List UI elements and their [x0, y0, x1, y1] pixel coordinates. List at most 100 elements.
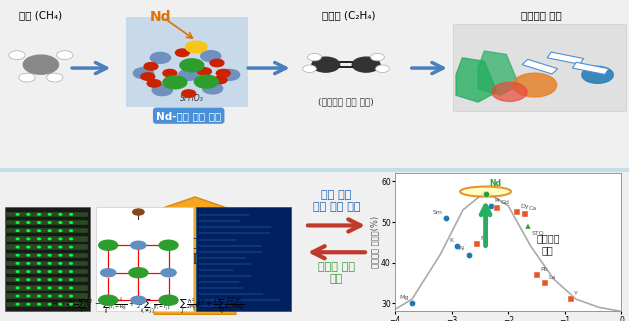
Bar: [6, 228, 88, 233]
Text: K: K: [450, 238, 454, 243]
Circle shape: [48, 295, 51, 297]
Text: Y: Y: [574, 291, 578, 296]
Circle shape: [216, 69, 230, 77]
Circle shape: [27, 214, 30, 215]
Circle shape: [38, 222, 40, 223]
Circle shape: [38, 295, 40, 297]
Bar: [522, 59, 558, 74]
Circle shape: [203, 83, 223, 94]
Circle shape: [16, 295, 19, 297]
Bar: [126, 17, 248, 107]
Circle shape: [59, 255, 62, 256]
Circle shape: [99, 295, 118, 305]
Bar: [6, 285, 88, 291]
Circle shape: [27, 230, 30, 231]
Circle shape: [213, 76, 227, 84]
Circle shape: [48, 263, 51, 264]
Circle shape: [129, 268, 148, 278]
Polygon shape: [456, 58, 497, 102]
Circle shape: [70, 230, 72, 231]
Circle shape: [175, 49, 189, 56]
Circle shape: [210, 59, 224, 67]
Circle shape: [150, 52, 170, 63]
Circle shape: [59, 230, 62, 231]
Polygon shape: [478, 51, 519, 95]
Circle shape: [38, 303, 40, 305]
Circle shape: [308, 53, 321, 61]
Circle shape: [59, 263, 62, 264]
FancyArrow shape: [142, 197, 248, 314]
Circle shape: [159, 240, 178, 250]
Circle shape: [376, 65, 389, 73]
Bar: [6, 244, 88, 250]
Circle shape: [16, 271, 19, 272]
Circle shape: [38, 263, 40, 264]
Circle shape: [16, 246, 19, 248]
Circle shape: [131, 296, 146, 304]
Circle shape: [48, 222, 51, 223]
Circle shape: [27, 279, 30, 281]
Text: Nd-쳊가 최적 촉매: Nd-쳊가 최적 촉매: [156, 111, 221, 121]
Circle shape: [163, 69, 177, 77]
Text: (석유화학 핵심 원료): (석유화학 핵심 원료): [318, 98, 374, 107]
Text: 실험을 통한
검증: 실험을 통한 검증: [318, 262, 355, 284]
Circle shape: [27, 271, 30, 272]
Circle shape: [59, 246, 62, 248]
Circle shape: [312, 57, 340, 72]
Circle shape: [16, 255, 19, 256]
Circle shape: [27, 238, 30, 240]
Circle shape: [16, 214, 19, 215]
Circle shape: [16, 263, 19, 264]
Circle shape: [23, 55, 58, 74]
Bar: [6, 261, 88, 266]
Text: Nd: Nd: [489, 178, 501, 187]
Circle shape: [38, 255, 40, 256]
Circle shape: [16, 230, 19, 231]
Circle shape: [161, 269, 176, 277]
Circle shape: [303, 65, 316, 73]
Circle shape: [133, 209, 144, 215]
Circle shape: [38, 287, 40, 289]
Circle shape: [70, 263, 72, 264]
Circle shape: [99, 240, 118, 250]
Bar: [6, 220, 88, 225]
Circle shape: [16, 303, 19, 305]
Circle shape: [147, 80, 161, 87]
Circle shape: [48, 238, 51, 240]
Circle shape: [163, 76, 187, 89]
Circle shape: [27, 303, 30, 305]
Circle shape: [492, 82, 527, 101]
Y-axis label: 탄화수소 선택도(%): 탄화수소 선택도(%): [370, 216, 380, 268]
Bar: [6, 253, 88, 258]
Text: Ca: Ca: [528, 206, 537, 211]
Circle shape: [70, 238, 72, 240]
Circle shape: [182, 90, 196, 97]
Circle shape: [16, 238, 19, 240]
Circle shape: [9, 51, 25, 60]
Circle shape: [16, 279, 19, 281]
Circle shape: [48, 246, 51, 248]
Text: SrTiO₃: SrTiO₃: [180, 94, 204, 103]
Circle shape: [194, 75, 218, 88]
Circle shape: [48, 279, 51, 281]
Circle shape: [38, 230, 40, 231]
Circle shape: [38, 214, 40, 215]
Bar: [6, 236, 88, 242]
Circle shape: [70, 214, 72, 215]
Circle shape: [70, 255, 72, 256]
Circle shape: [133, 68, 153, 79]
Circle shape: [141, 73, 155, 80]
Circle shape: [179, 69, 199, 80]
Text: H = $\frac{\hbar^2}{2m_e}$$\sum_i \hat{p}_i^2$ $-$ $\sum_{iJ}\frac{Z_i e^2}{|r_i: H = $\frac{\hbar^2}{2m_e}$$\sum_i \hat{p…: [51, 296, 245, 317]
Circle shape: [48, 214, 51, 215]
Text: Nd: Nd: [150, 10, 171, 24]
Circle shape: [38, 279, 40, 281]
Circle shape: [48, 255, 51, 256]
Circle shape: [59, 279, 62, 281]
Circle shape: [198, 68, 211, 75]
Text: 플라스틱 가공: 플라스틱 가공: [521, 10, 561, 20]
Bar: [6, 212, 88, 217]
Text: Mg: Mg: [399, 295, 409, 300]
Circle shape: [70, 246, 72, 248]
Bar: [6, 301, 88, 307]
